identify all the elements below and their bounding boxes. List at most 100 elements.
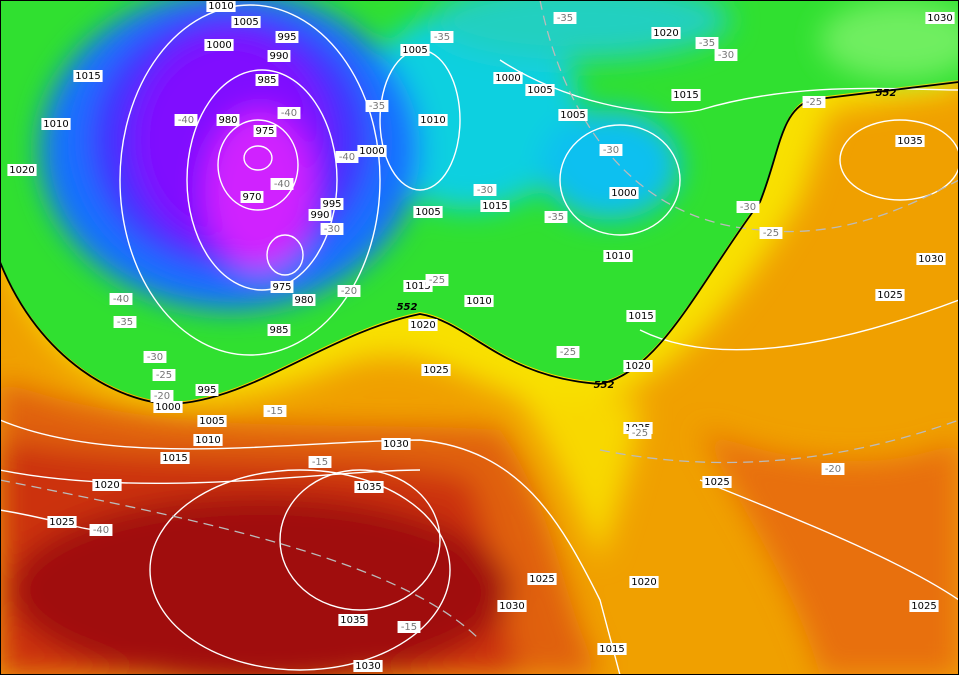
temperature_labels-box (430, 31, 454, 43)
pressure-labels: 1025 (877, 290, 902, 301)
pressure-labels: 1015 (405, 281, 430, 292)
pressure_labels-box (400, 44, 430, 56)
temperature-labels: -25 (632, 428, 648, 439)
pressure_labels-box (308, 209, 332, 221)
labels: 1010100510009959909859809759709959909759… (7, 0, 955, 672)
pressure_labels-box (525, 84, 555, 96)
pressure_labels-box (916, 253, 946, 265)
pressure-labels: 985 (269, 325, 288, 336)
temperature_labels-box (320, 223, 344, 235)
pressure_labels-box (357, 145, 387, 157)
pressure-labels: 1030 (383, 439, 408, 450)
pressure_labels-box (160, 452, 190, 464)
pressure-labels: 1020 (625, 361, 650, 372)
temperature_labels-box (109, 293, 133, 305)
temperature-labels: -25 (560, 347, 576, 358)
pressure_labels-box (909, 600, 939, 612)
pressure-labels: 1005 (560, 110, 585, 121)
isobar (699, 479, 959, 601)
pressure-labels: 1010 (195, 435, 220, 446)
isobar (559, 124, 681, 236)
pressure_labels-box (623, 360, 653, 372)
temperature_labels-box (695, 37, 719, 49)
temperature-labels: -35 (548, 212, 564, 223)
pressure-labels: 1000 (495, 73, 520, 84)
pressure_labels-box (270, 281, 294, 293)
temperature_labels-box (270, 178, 294, 190)
isobar (279, 469, 441, 611)
pressure-labels: 1020 (631, 577, 656, 588)
field-light-green (820, 0, 959, 80)
temperature-labels: -40 (339, 152, 355, 163)
pressure_labels-box (609, 187, 639, 199)
pressure-labels: 990 (310, 210, 329, 221)
pressure-labels: 1000 (155, 402, 180, 413)
pressure_labels-box (408, 319, 438, 331)
temperature-labels: -30 (718, 50, 734, 61)
pressure_labels-box (925, 12, 955, 24)
pressure_labels-box (216, 114, 240, 126)
pressure-labels: 1010 (420, 115, 445, 126)
pressure-labels: 1020 (9, 165, 34, 176)
temperature-labels: -20 (825, 464, 841, 475)
pressure-labels: 1025 (911, 601, 936, 612)
pressure-labels: 1035 (340, 615, 365, 626)
temperature_labels-box (89, 524, 113, 536)
pressure_labels-box (206, 0, 236, 12)
pressure_labels-box (292, 294, 316, 306)
pressure_labels-box (7, 164, 37, 176)
temperature_labels-box (174, 114, 198, 126)
pressure-labels: 1025 (423, 365, 448, 376)
pressure-labels: 980 (294, 295, 313, 306)
pressure-labels: 1015 (162, 453, 187, 464)
pressure_labels-box (353, 660, 383, 672)
pressure_labels-box (895, 135, 925, 147)
temperature-labels: -40 (281, 108, 297, 119)
pressure_labels-box (418, 114, 448, 126)
pressure-labels: 1025 (49, 517, 74, 528)
pressure-labels: 1005 (527, 85, 552, 96)
temperature-labels: -30 (147, 352, 163, 363)
pressure_labels-box (464, 295, 494, 307)
pressure-labels: 1020 (94, 480, 119, 491)
pressure-labels: 1010 (605, 251, 630, 262)
temperature-labels: -30 (603, 145, 619, 156)
thickness-labels: 552 (397, 302, 418, 313)
pressure-labels: 1035 (356, 482, 381, 493)
temperature_labels-box (759, 227, 783, 239)
pressure-labels: 1020 (410, 320, 435, 331)
pressure_labels-box (671, 89, 701, 101)
pressure-labels: 1000 (206, 40, 231, 51)
temperature_labels-box (544, 211, 568, 223)
isobar (149, 469, 451, 671)
pressure_labels-box (354, 481, 384, 493)
pressure-labels: 985 (257, 75, 276, 86)
field-magenta (205, 110, 315, 270)
pressure-labels: 975 (272, 282, 291, 293)
isobar (243, 145, 273, 171)
pressure-labels: 1000 (359, 146, 384, 157)
temperature-labels: -15 (312, 457, 328, 468)
pressure_labels-box (255, 74, 279, 86)
pressure-labels: 1010 (466, 296, 491, 307)
pressure_labels-box (204, 39, 234, 51)
isobar (119, 4, 381, 356)
temperature_labels-box (335, 151, 359, 163)
temperature_labels-box (628, 427, 652, 439)
pressure-labels: 970 (242, 192, 261, 203)
pressure_labels-box (702, 476, 732, 488)
pressure-labels: 1015 (75, 71, 100, 82)
temperature_labels-box (599, 144, 623, 156)
temperature-labels: -30 (740, 202, 756, 213)
temperature-line (0, 479, 481, 641)
temperature-labels: -25 (156, 370, 172, 381)
pressure-labels: 1030 (355, 661, 380, 672)
temperature_labels-box (308, 456, 332, 468)
pressure_labels-box (240, 191, 264, 203)
pressure_labels-box (47, 516, 77, 528)
temperature_labels-box (277, 107, 301, 119)
temperature_labels-box (553, 12, 577, 24)
pressure_labels-box (267, 324, 291, 336)
temperature-labels: -20 (154, 391, 170, 402)
pressure-labels: 1005 (415, 207, 440, 218)
